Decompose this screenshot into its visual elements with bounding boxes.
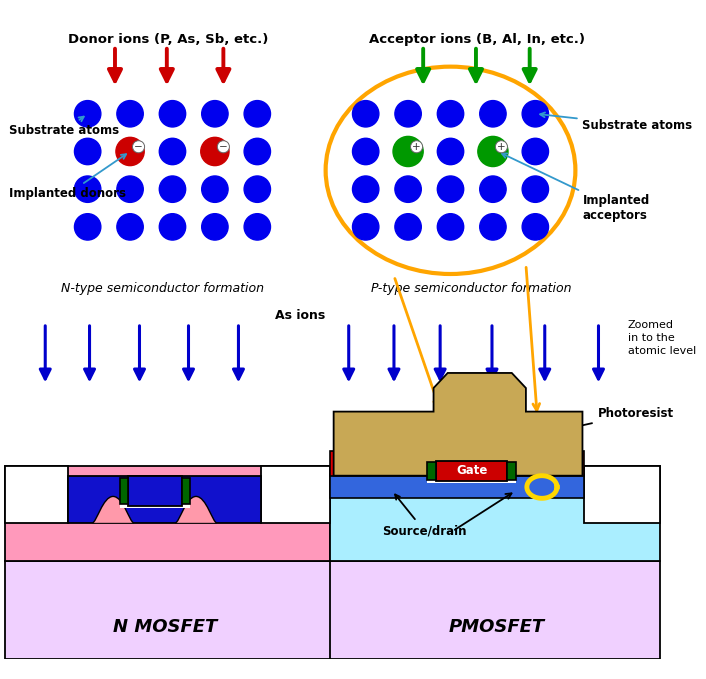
- Circle shape: [244, 139, 270, 165]
- Bar: [427, 462, 436, 481]
- Text: Source/drain: Source/drain: [382, 494, 467, 537]
- Circle shape: [244, 100, 270, 127]
- Text: Donor ions (P, As, Sb, etc.): Donor ions (P, As, Sb, etc.): [68, 33, 268, 45]
- Text: As ions: As ions: [275, 309, 325, 322]
- Bar: [330, 474, 585, 498]
- Text: Zoomed
in to the
atomic level: Zoomed in to the atomic level: [628, 320, 696, 356]
- Circle shape: [74, 139, 101, 165]
- Circle shape: [352, 214, 379, 240]
- Bar: [5, 466, 68, 523]
- Circle shape: [437, 139, 464, 165]
- Circle shape: [74, 100, 101, 127]
- Bar: [585, 466, 659, 523]
- Text: Implanted donors: Implanted donors: [9, 154, 126, 200]
- Bar: [5, 561, 659, 659]
- Circle shape: [116, 137, 144, 166]
- Text: N MOSFET: N MOSFET: [113, 619, 217, 636]
- Text: P-type semiconductor formation: P-type semiconductor formation: [371, 282, 571, 295]
- Circle shape: [74, 214, 101, 240]
- Bar: [436, 460, 507, 481]
- Circle shape: [244, 214, 270, 240]
- Text: PMOSFET: PMOSFET: [448, 619, 545, 636]
- Text: Implanted
acceptors: Implanted acceptors: [502, 153, 650, 222]
- Circle shape: [522, 139, 549, 165]
- Circle shape: [202, 176, 228, 202]
- Circle shape: [117, 214, 143, 240]
- Bar: [182, 477, 191, 504]
- Polygon shape: [334, 373, 582, 476]
- Bar: [507, 462, 517, 481]
- Circle shape: [522, 214, 549, 240]
- Circle shape: [437, 100, 464, 127]
- Text: Acceptor ions (B, Al, In, etc.): Acceptor ions (B, Al, In, etc.): [369, 33, 585, 45]
- PathPatch shape: [369, 443, 414, 476]
- Text: +: +: [497, 142, 505, 152]
- Circle shape: [160, 100, 186, 127]
- Circle shape: [395, 100, 421, 127]
- Circle shape: [244, 176, 270, 202]
- Bar: [261, 466, 330, 523]
- Circle shape: [522, 176, 549, 202]
- Bar: [330, 451, 585, 476]
- Bar: [68, 476, 261, 523]
- Circle shape: [202, 214, 228, 240]
- Text: Substrate atoms: Substrate atoms: [540, 113, 693, 132]
- Bar: [120, 477, 128, 504]
- Circle shape: [352, 100, 379, 127]
- Circle shape: [117, 100, 143, 127]
- PathPatch shape: [92, 496, 134, 523]
- Text: Photoresist: Photoresist: [568, 407, 674, 430]
- Circle shape: [201, 137, 229, 166]
- Circle shape: [437, 176, 464, 202]
- Text: Gate: Gate: [456, 464, 487, 477]
- Circle shape: [117, 176, 143, 202]
- Text: +: +: [412, 142, 421, 152]
- Circle shape: [395, 214, 421, 240]
- Circle shape: [395, 176, 421, 202]
- Circle shape: [393, 136, 423, 166]
- Text: N-type semiconductor formation: N-type semiconductor formation: [61, 282, 263, 295]
- Circle shape: [478, 136, 508, 166]
- Circle shape: [437, 214, 464, 240]
- Bar: [427, 479, 517, 483]
- Text: Substrate atoms: Substrate atoms: [9, 117, 119, 137]
- Circle shape: [74, 176, 101, 202]
- Circle shape: [160, 139, 186, 165]
- Circle shape: [522, 100, 549, 127]
- Bar: [120, 504, 191, 508]
- PathPatch shape: [493, 443, 538, 476]
- Text: −: −: [219, 142, 228, 152]
- PathPatch shape: [175, 496, 217, 523]
- Circle shape: [160, 176, 186, 202]
- Bar: [5, 466, 330, 561]
- Circle shape: [480, 176, 506, 202]
- Circle shape: [480, 214, 506, 240]
- Circle shape: [352, 176, 379, 202]
- Text: −: −: [134, 142, 143, 152]
- Circle shape: [480, 100, 506, 127]
- Circle shape: [202, 100, 228, 127]
- Circle shape: [352, 139, 379, 165]
- Bar: [128, 476, 182, 506]
- Bar: [330, 466, 659, 561]
- Circle shape: [160, 214, 186, 240]
